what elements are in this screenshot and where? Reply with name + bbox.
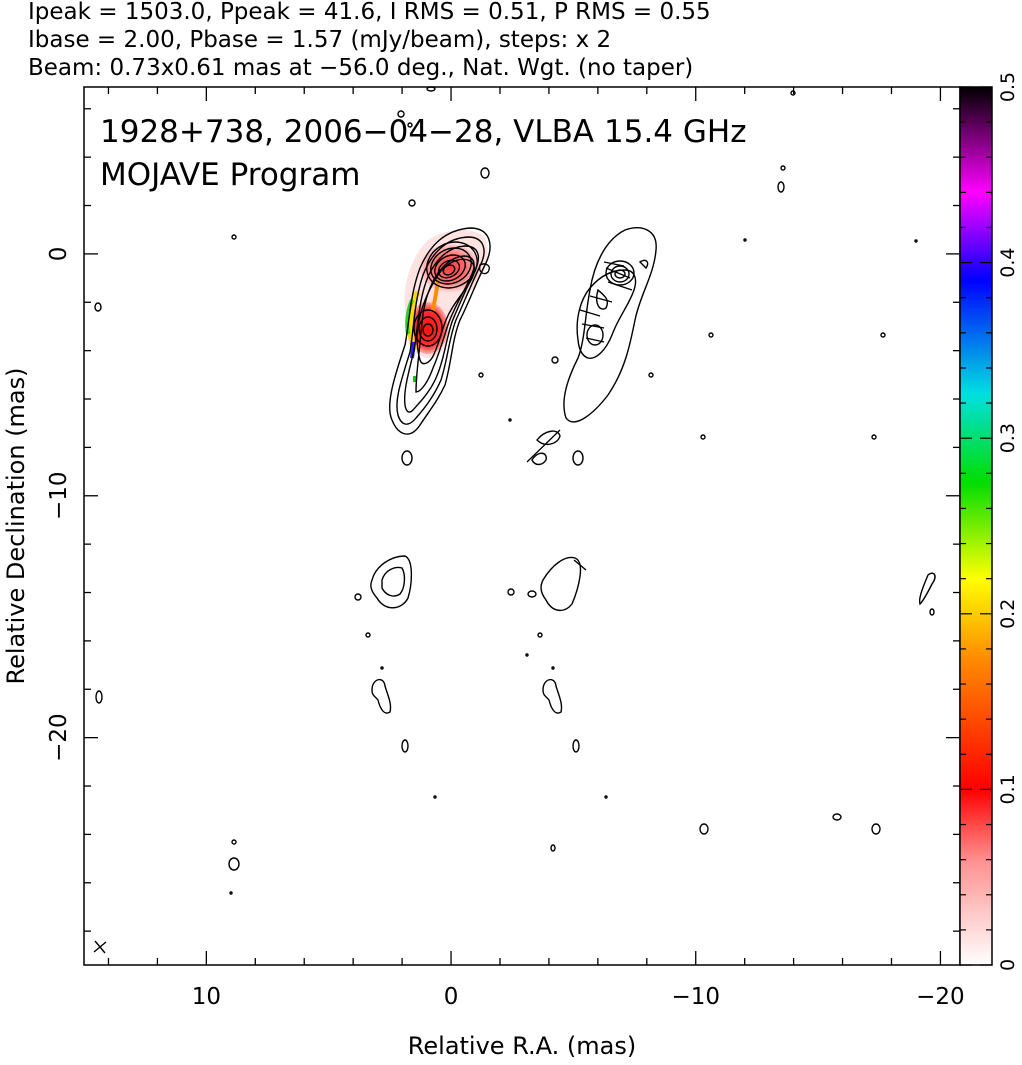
colorbar-tick-label: 0.1 (997, 774, 1019, 804)
chart-subtitle: MOJAVE Program (100, 157, 360, 193)
colorbar-tick-label: 0.5 (997, 72, 1019, 102)
colorbar-tick-label: 0 (997, 959, 1019, 971)
y-tick-label: 0 (46, 247, 72, 262)
plot-frame (83, 86, 961, 966)
colorbar-tick-label: 0.2 (997, 599, 1019, 629)
x-tick-label: 10 (192, 984, 221, 1010)
x-axis-ticks: 10 0 −10 −20 (107, 87, 965, 1010)
colorbar-tick-label: 0.3 (997, 423, 1019, 453)
header-line-2: Ibase = 2.00, Pbase = 1.57 (mJy/beam), s… (28, 27, 611, 53)
colorbar (959, 86, 993, 966)
y-axis-ticks: 0 −10 −20 (46, 108, 960, 932)
colorbar-ticks: 0 0.1 0.2 0.3 0.4 0.5 (960, 72, 1019, 971)
y-tick-label: −20 (46, 713, 72, 762)
intensity-contours (94, 86, 936, 895)
colorbar-tick-label: 0.4 (997, 247, 1019, 277)
chart-title: 1928+738, 2006−04−28, VLBA 15.4 GHz (100, 114, 746, 150)
x-axis-label: Relative R.A. (mas) (408, 1032, 636, 1060)
y-axis-label: Relative Declination (mas) (2, 367, 30, 684)
header-line-1: Ipeak = 1503.0, Ppeak = 41.6, I RMS = 0.… (28, 0, 711, 25)
x-tick-label: −20 (916, 984, 965, 1010)
y-tick-label: −10 (46, 471, 72, 520)
beam-marker (93, 940, 107, 954)
x-tick-label: −10 (671, 984, 720, 1010)
x-tick-label: 0 (444, 984, 459, 1010)
header-line-3: Beam: 0.73x0.61 mas at −56.0 deg., Nat. … (28, 55, 693, 81)
